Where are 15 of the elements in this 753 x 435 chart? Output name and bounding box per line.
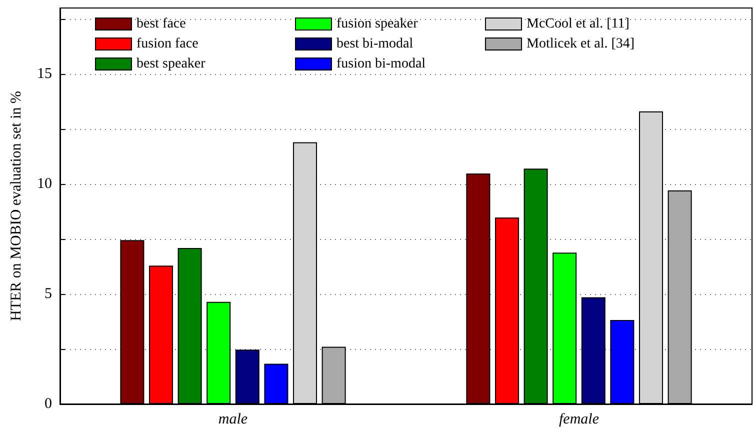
y-tick-label: 0 [44, 396, 52, 412]
y-tick-label: 15 [37, 66, 52, 82]
legend-label: McCool et al. [11] [526, 16, 630, 32]
legend-label: fusion speaker [336, 16, 418, 32]
x-tick-label: female [559, 412, 600, 428]
y-tick-label: 5 [44, 286, 52, 302]
x-tick-label: male [218, 412, 248, 428]
legend-label: best speaker [136, 56, 206, 72]
legend-label: best face [136, 16, 186, 32]
legend-label: fusion bi-modal [336, 56, 426, 72]
legend-label: best bi-modal [336, 36, 414, 52]
y-tick-label: 10 [37, 176, 52, 192]
legend-label: fusion face [136, 36, 198, 52]
y-axis-title: HTER on MOBIO evaluation set in % [8, 91, 24, 321]
legend-label: Motlicek et al. [34] [526, 36, 635, 52]
